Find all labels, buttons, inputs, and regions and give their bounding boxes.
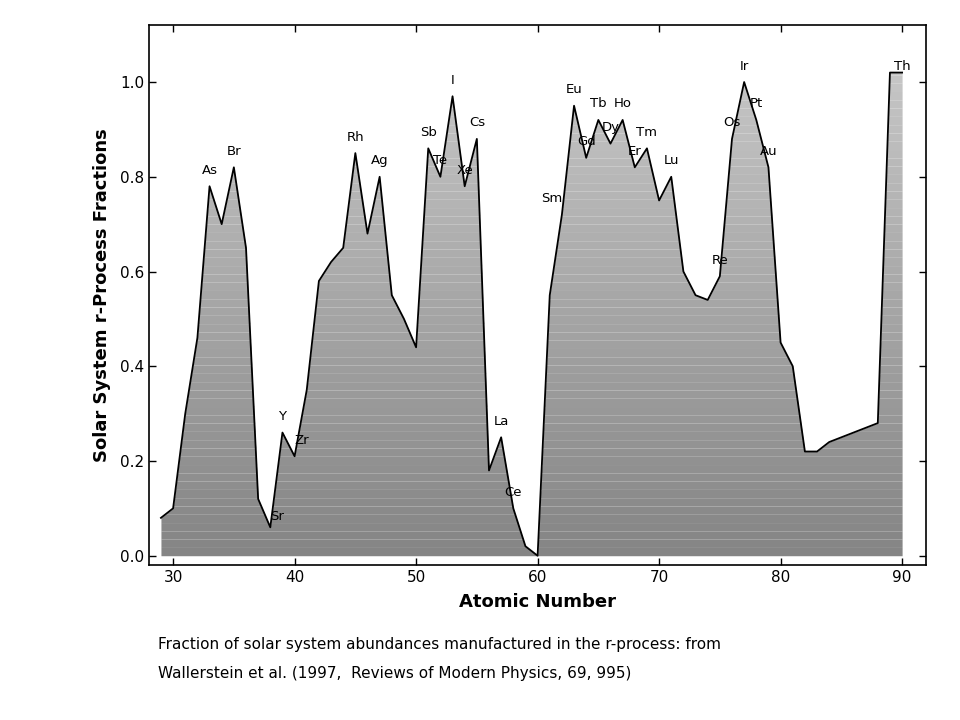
Text: Y: Y [278,410,286,423]
Text: Pt: Pt [750,97,763,110]
Text: Er: Er [628,145,641,158]
Text: Dy: Dy [602,121,619,134]
Text: As: As [202,163,218,177]
Text: Te: Te [433,154,447,167]
Text: Sr: Sr [271,510,284,523]
Text: Eu: Eu [565,84,583,96]
Text: Ir: Ir [739,60,749,73]
Text: Tm: Tm [636,126,658,139]
Text: Ce: Ce [505,486,522,499]
Text: Rh: Rh [347,130,364,143]
Text: Br: Br [227,145,241,158]
Text: Xe: Xe [456,163,473,177]
Text: Zr: Zr [295,433,309,447]
Text: I: I [450,73,454,87]
Text: Th: Th [894,60,910,73]
Text: La: La [493,415,509,428]
Text: Ho: Ho [613,97,632,110]
Text: Cs: Cs [468,117,485,130]
X-axis label: Atomic Number: Atomic Number [459,593,616,611]
Y-axis label: Solar System r-Process Fractions: Solar System r-Process Fractions [93,128,111,462]
Text: Wallerstein et al. (1997,  Reviews of Modern Physics, 69, 995): Wallerstein et al. (1997, Reviews of Mod… [158,666,632,681]
Text: Fraction of solar system abundances manufactured in the r-process: from: Fraction of solar system abundances manu… [158,637,721,652]
Text: Au: Au [759,145,778,158]
Text: Os: Os [723,117,741,130]
Text: Lu: Lu [663,154,679,167]
Text: Gd: Gd [577,135,595,148]
Text: Sb: Sb [420,126,437,139]
Text: Ag: Ag [371,154,389,167]
Text: Re: Re [711,253,729,267]
Text: Sm: Sm [540,192,562,205]
Text: Tb: Tb [590,97,607,110]
